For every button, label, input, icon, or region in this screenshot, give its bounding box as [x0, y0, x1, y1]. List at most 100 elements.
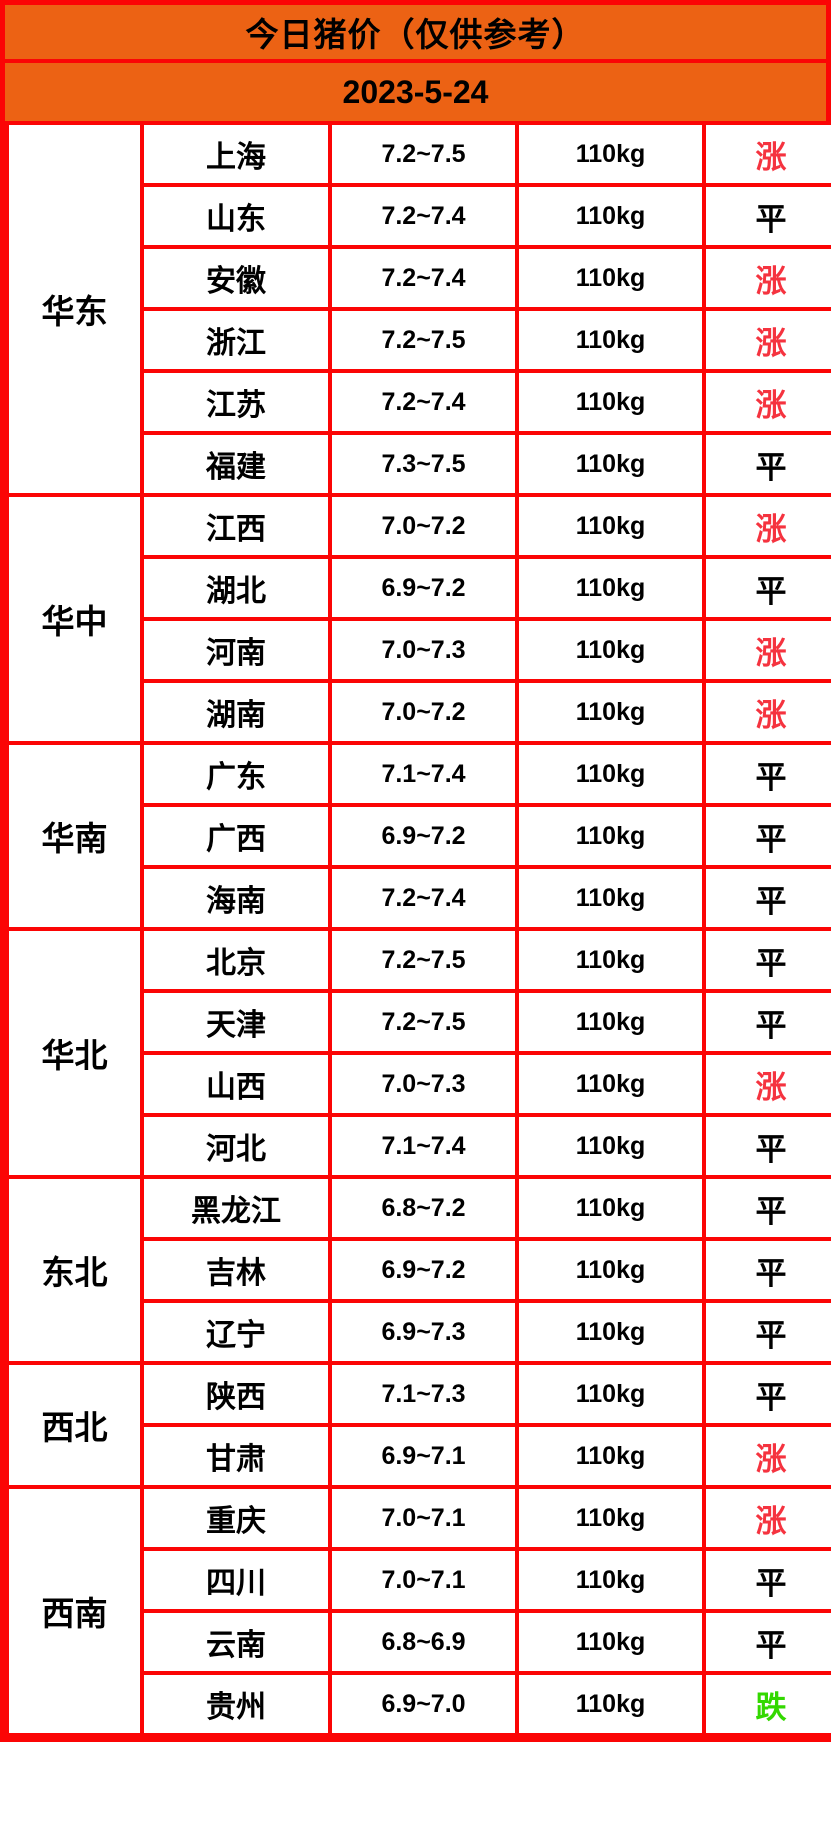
weight-cell: 110kg — [515, 1547, 706, 1613]
weight-cell: 110kg — [515, 1671, 706, 1737]
table-row: 四川 7.0~7.1 110kg 平 — [7, 1547, 831, 1613]
price-cell: 7.1~7.4 — [328, 1113, 519, 1179]
price-cell: 7.2~7.5 — [328, 307, 519, 373]
table-row: 天津 7.2~7.5 110kg 平 — [7, 989, 831, 1055]
province-cell: 广东 — [140, 741, 332, 807]
province-cell: 吉林 — [140, 1237, 332, 1303]
province-cell: 贵州 — [140, 1671, 332, 1737]
province-cell: 辽宁 — [140, 1299, 332, 1365]
price-cell: 7.0~7.1 — [328, 1485, 519, 1551]
weight-cell: 110kg — [515, 245, 706, 311]
status-cell: 涨 — [702, 1423, 831, 1489]
province-cell: 湖北 — [140, 555, 332, 621]
province-cell: 江西 — [140, 493, 332, 559]
province-cell: 浙江 — [140, 307, 332, 373]
weight-cell: 110kg — [515, 1609, 706, 1675]
region-cell: 西北 — [5, 1361, 144, 1489]
price-cell: 6.9~7.2 — [328, 555, 519, 621]
province-cell: 甘肃 — [140, 1423, 332, 1489]
province-cell: 河南 — [140, 617, 332, 683]
status-cell: 涨 — [702, 679, 831, 745]
status-cell: 跌 — [702, 1671, 831, 1737]
table-row: 福建 7.3~7.5 110kg 平 — [7, 431, 831, 497]
table-row: 广西 6.9~7.2 110kg 平 — [7, 803, 831, 869]
status-cell: 平 — [702, 431, 831, 497]
price-cell: 7.2~7.4 — [328, 369, 519, 435]
weight-cell: 110kg — [515, 493, 706, 559]
table-row: 贵州 6.9~7.0 110kg 跌 — [7, 1671, 831, 1737]
province-cell: 黑龙江 — [140, 1175, 332, 1241]
status-cell: 涨 — [702, 1051, 831, 1117]
region-cell: 华南 — [5, 741, 144, 931]
price-cell: 6.9~7.2 — [328, 803, 519, 869]
weight-cell: 110kg — [515, 927, 706, 993]
table-row: 安徽 7.2~7.4 110kg 涨 — [7, 245, 831, 311]
status-cell: 平 — [702, 555, 831, 621]
pig-price-table: 华东 上海 7.2~7.5 110kg 涨 山东 7.2~7.4 110kg 平… — [5, 121, 831, 1737]
weight-cell: 110kg — [515, 555, 706, 621]
region-cell: 华东 — [5, 121, 144, 497]
province-cell: 山西 — [140, 1051, 332, 1117]
weight-cell: 110kg — [515, 183, 706, 249]
weight-cell: 110kg — [515, 307, 706, 373]
table-row: 华北 北京 7.2~7.5 110kg 平 — [5, 927, 831, 1179]
status-cell: 平 — [702, 1547, 831, 1613]
price-cell: 7.3~7.5 — [328, 431, 519, 497]
status-cell: 平 — [702, 741, 831, 807]
status-cell: 平 — [702, 1299, 831, 1365]
price-cell: 6.9~7.1 — [328, 1423, 519, 1489]
table-row: 甘肃 6.9~7.1 110kg 涨 — [7, 1423, 831, 1489]
weight-cell: 110kg — [515, 1175, 706, 1241]
table-row: 华中 江西 7.0~7.2 110kg 涨 — [5, 493, 831, 745]
province-cell: 四川 — [140, 1547, 332, 1613]
province-cell: 北京 — [140, 927, 332, 993]
table-row: 东北 黑龙江 6.8~7.2 110kg 平 — [5, 1175, 831, 1365]
province-cell: 天津 — [140, 989, 332, 1055]
status-cell: 平 — [702, 1361, 831, 1427]
price-cell: 6.9~7.3 — [328, 1299, 519, 1365]
province-cell: 上海 — [140, 121, 332, 187]
weight-cell: 110kg — [515, 989, 706, 1055]
province-cell: 江苏 — [140, 369, 332, 435]
province-cell: 广西 — [140, 803, 332, 869]
table-row: 西南 重庆 7.0~7.1 110kg 涨 — [5, 1485, 831, 1737]
region-cell: 东北 — [5, 1175, 144, 1365]
region-cell: 华中 — [5, 493, 144, 745]
province-cell: 海南 — [140, 865, 332, 931]
province-cell: 云南 — [140, 1609, 332, 1675]
status-cell: 平 — [702, 1175, 831, 1241]
weight-cell: 110kg — [515, 431, 706, 497]
province-cell: 安徽 — [140, 245, 332, 311]
price-cell: 6.8~6.9 — [328, 1609, 519, 1675]
status-cell: 平 — [702, 1113, 831, 1179]
price-cell: 7.2~7.5 — [328, 927, 519, 993]
status-cell: 涨 — [702, 617, 831, 683]
table-row: 浙江 7.2~7.5 110kg 涨 — [7, 307, 831, 373]
table-row: 华东 上海 7.2~7.5 110kg 涨 — [5, 121, 831, 497]
table-row: 河南 7.0~7.3 110kg 涨 — [7, 617, 831, 683]
price-cell: 7.2~7.4 — [328, 245, 519, 311]
status-cell: 涨 — [702, 1485, 831, 1551]
province-cell: 山东 — [140, 183, 332, 249]
status-cell: 涨 — [702, 369, 831, 435]
board-date: 2023-5-24 — [5, 63, 826, 121]
province-cell: 河北 — [140, 1113, 332, 1179]
price-cell: 7.1~7.3 — [328, 1361, 519, 1427]
table-row: 湖南 7.0~7.2 110kg 涨 — [7, 679, 831, 745]
price-cell: 7.0~7.3 — [328, 1051, 519, 1117]
status-cell: 平 — [702, 183, 831, 249]
weight-cell: 110kg — [515, 1113, 706, 1179]
status-cell: 涨 — [702, 307, 831, 373]
price-cell: 7.0~7.3 — [328, 617, 519, 683]
table-row: 山西 7.0~7.3 110kg 涨 — [7, 1051, 831, 1117]
status-cell: 平 — [702, 865, 831, 931]
weight-cell: 110kg — [515, 803, 706, 869]
weight-cell: 110kg — [515, 121, 706, 187]
price-cell: 7.2~7.5 — [328, 989, 519, 1055]
weight-cell: 110kg — [515, 741, 706, 807]
province-cell: 陕西 — [140, 1361, 332, 1427]
status-cell: 平 — [702, 803, 831, 869]
price-board: 今日猪价（仅供参考） 2023-5-24 华东 上海 7.2~7.5 110kg… — [0, 0, 831, 1742]
weight-cell: 110kg — [515, 865, 706, 931]
price-cell: 7.1~7.4 — [328, 741, 519, 807]
